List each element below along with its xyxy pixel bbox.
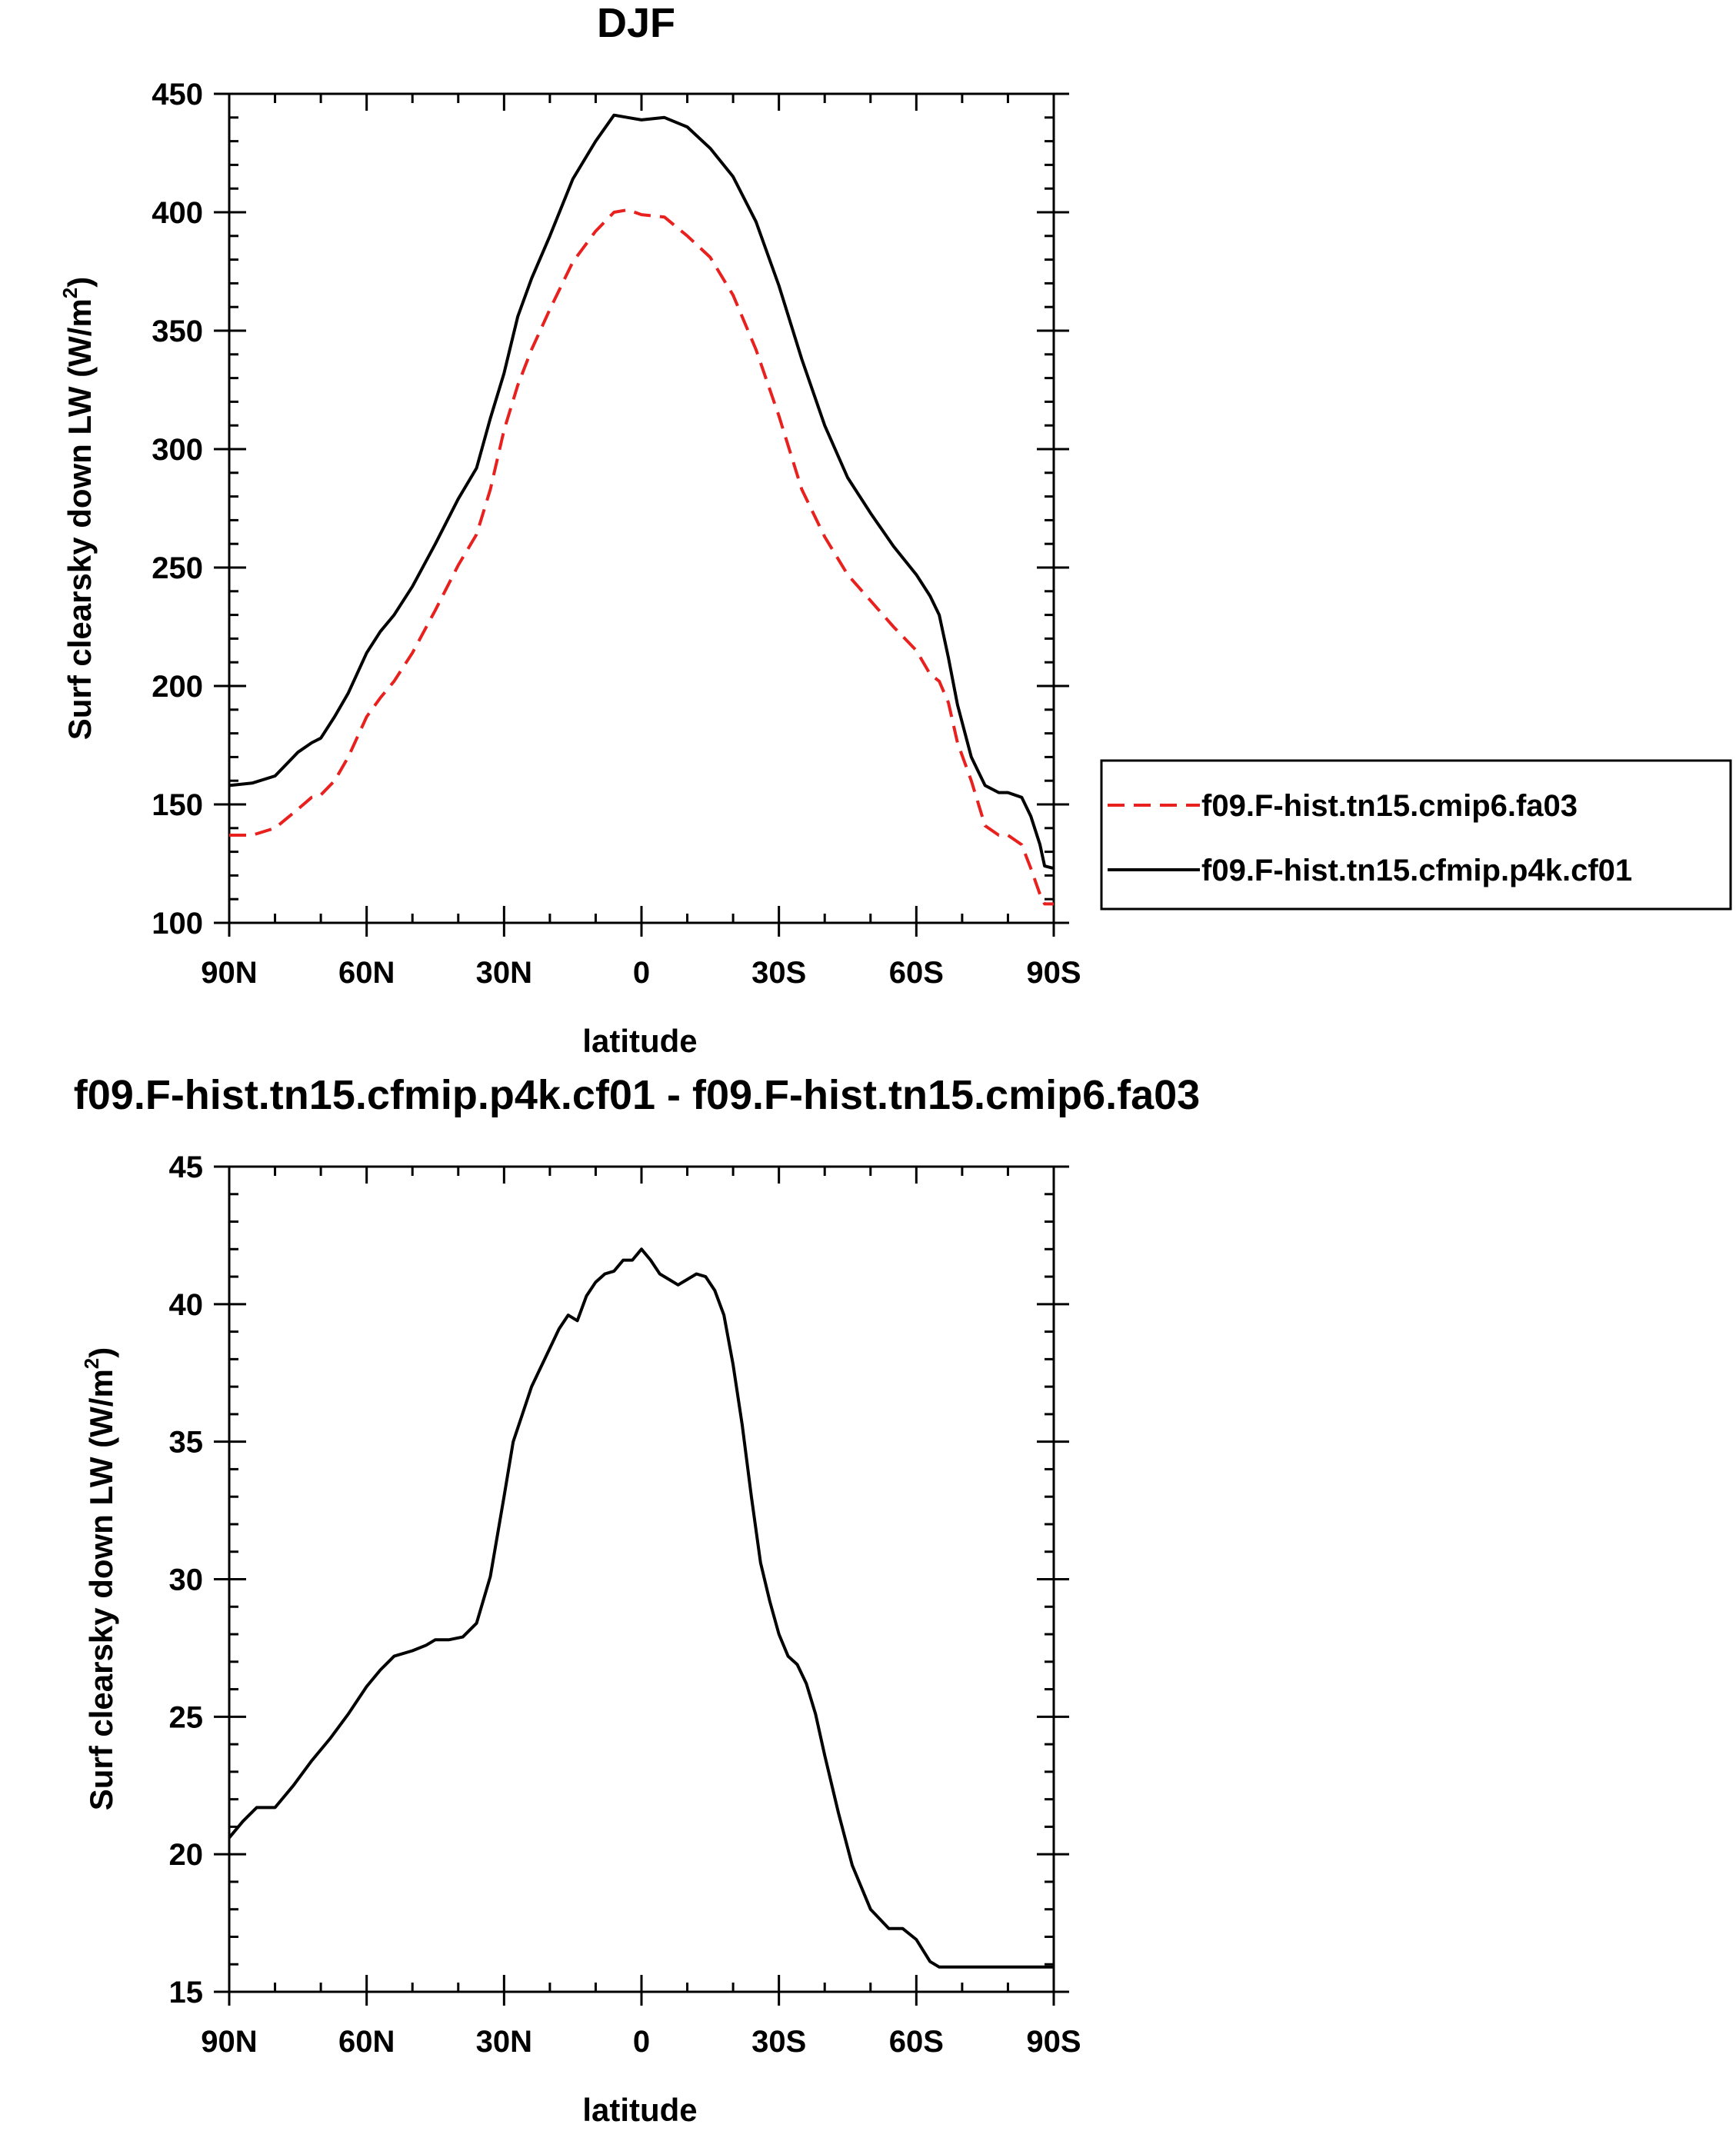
y-axis-label-bottom-text: Surf clearsky down LW (W/m — [83, 1369, 119, 1810]
series-line-difference — [228, 1247, 1054, 1969]
legend: f09.F-hist.tn15.cmip6.fa03 f09.F-hist.tn… — [1100, 759, 1732, 911]
x-tick-label: 0 — [633, 956, 650, 990]
x-tick-label: 60S — [889, 2025, 944, 2059]
y-tick-label: 350 — [152, 315, 203, 348]
plot-frame-top — [228, 92, 1055, 924]
series-line-p4k-cf01 — [228, 113, 1055, 871]
y-axis-label-top: Surf clearsky down LW (W/m2) — [58, 277, 98, 741]
x-tick-label: 0 — [633, 2025, 650, 2059]
ticks-bottom — [214, 1165, 1069, 2006]
y-tick-label: 15 — [169, 1976, 204, 2009]
y-tick-label: 100 — [152, 907, 203, 941]
y-axis-label-top-sup: 2 — [58, 288, 82, 298]
ticks-top — [214, 92, 1069, 937]
x-axis-label-bottom: latitude — [582, 2092, 697, 2128]
x-tick-label: 90N — [201, 956, 257, 990]
legend-entry-p4k-cf01: f09.F-hist.tn15.cfmip.p4k.cf01 — [1108, 854, 1632, 887]
y-axis-label-top-text: Surf clearsky down LW (W/m — [62, 298, 98, 740]
y-tick-label: 20 — [169, 1838, 204, 1872]
y-axis-label-bottom-sup: 2 — [80, 1358, 103, 1369]
panel-top: DJF 90N 60N 30N 0 30S 60S 90S 100 150 200 250 300 35… — [58, 0, 1732, 1059]
x-tick-label: 90S — [1026, 956, 1081, 990]
y-axis-label-bottom: Surf clearsky down LW (W/m2) — [80, 1347, 119, 1811]
y-tick-label: 25 — [169, 1700, 204, 1734]
legend-entry-fa03: f09.F-hist.tn15.cmip6.fa03 — [1108, 789, 1578, 823]
legend-label-p4k-cf01: f09.F-hist.tn15.cfmip.p4k.cf01 — [1201, 854, 1632, 887]
tick-labels-top: 90N 60N 30N 0 30S 60S 90S 100 150 200 250 300 350 400… — [152, 78, 1081, 990]
y-tick-label: 250 — [152, 551, 203, 585]
x-tick-label: 30N — [476, 2025, 532, 2059]
y-tick-label: 40 — [169, 1288, 204, 1322]
panel-bottom: f09.F-hist.tn15.cfmip.p4k.cf01 - f09.F-h… — [74, 1072, 1200, 2128]
chart-title-top: DJF — [597, 0, 675, 46]
y-tick-label: 200 — [152, 670, 203, 704]
series-group-top — [228, 113, 1055, 906]
x-axis-label-top: latitude — [582, 1023, 697, 1059]
series-group-bottom — [228, 1247, 1054, 1969]
x-tick-label: 60N — [338, 956, 395, 990]
legend-label-fa03: f09.F-hist.tn15.cmip6.fa03 — [1201, 789, 1578, 823]
x-tick-label: 60S — [889, 956, 944, 990]
legend-box — [1100, 759, 1732, 911]
plot-area-top: 90N 60N 30N 0 30S 60S 90S 100 150 200 250 300 350 400… — [152, 78, 1081, 990]
plot-area-bottom: 90N 60N 30N 0 30S 60S 90S 15 20 25 30 35 40 45 — [169, 1150, 1081, 2059]
y-tick-label: 400 — [152, 196, 203, 230]
x-tick-label: 30N — [476, 956, 532, 990]
x-tick-label: 60N — [338, 2025, 395, 2059]
y-tick-label: 150 — [152, 788, 203, 822]
chart-title-bottom: f09.F-hist.tn15.cfmip.p4k.cf01 - f09.F-h… — [74, 1072, 1200, 1118]
y-tick-label: 35 — [169, 1426, 204, 1460]
x-tick-label: 90S — [1026, 2025, 1081, 2059]
y-tick-label: 450 — [152, 78, 203, 112]
y-axis-label-top-close: ) — [62, 277, 98, 288]
tick-labels-bottom: 90N 60N 30N 0 30S 60S 90S 15 20 25 30 35 40 45 — [169, 1150, 1081, 2059]
y-tick-label: 45 — [169, 1150, 204, 1184]
y-tick-label: 300 — [152, 433, 203, 467]
x-tick-label: 30S — [751, 956, 806, 990]
x-tick-label: 90N — [201, 2025, 257, 2059]
series-line-fa03 — [229, 208, 1054, 906]
x-tick-label: 30S — [751, 2025, 806, 2059]
y-tick-label: 30 — [169, 1563, 204, 1597]
y-axis-label-bottom-close: ) — [83, 1347, 119, 1358]
plot-frame-bottom — [228, 1165, 1055, 1993]
